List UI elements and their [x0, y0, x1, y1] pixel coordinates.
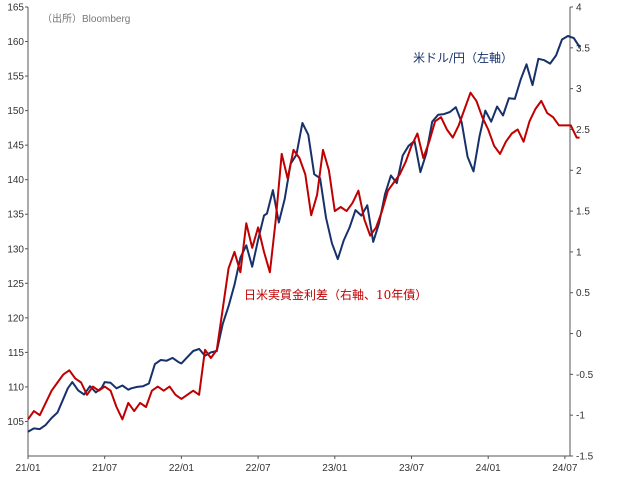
usdjpy-annotation: 米ドル/円（左軸）: [413, 50, 513, 65]
left-tick-label: 140: [7, 175, 24, 186]
rate-diff-annotation: 日米実質金利差（右軸、10年債）: [244, 287, 427, 302]
left-tick-label: 165: [7, 3, 24, 14]
x-tick-label: 24/07: [552, 463, 577, 474]
right-tick-label: 3: [576, 84, 582, 95]
right-tick-label: 2.5: [576, 125, 590, 136]
right-tick-label: 0: [576, 329, 582, 340]
left-tick-label: 155: [7, 72, 24, 83]
x-tick-label: 21/07: [92, 463, 117, 474]
right-tick-label: 3.5: [576, 43, 590, 54]
left-tick-label: 145: [7, 141, 24, 152]
series-lines: [27, 35, 581, 433]
source-note: （出所）Bloomberg: [42, 12, 130, 25]
right-tick-label: 2: [576, 166, 582, 177]
real-rate-diff-line: [27, 91, 580, 421]
x-tick-label: 22/01: [169, 463, 194, 474]
left-tick-label: 135: [7, 210, 24, 221]
right-tick-label: 1: [576, 247, 582, 258]
x-tick-label: 23/01: [322, 463, 347, 474]
left-tick-label: 105: [7, 417, 24, 428]
axes: 105110115120125130135140145150155160165-…: [7, 3, 593, 475]
right-tick-label: 1.5: [576, 207, 590, 218]
right-tick-label: 4: [576, 3, 582, 14]
left-tick-label: 150: [7, 106, 24, 117]
right-tick-label: -1: [576, 411, 585, 422]
right-tick-label: -0.5: [576, 370, 594, 381]
left-tick-label: 130: [7, 244, 24, 255]
x-tick-label: 23/07: [399, 463, 424, 474]
left-tick-label: 115: [8, 348, 24, 359]
x-tick-label: 22/07: [246, 463, 271, 474]
left-tick-label: 160: [7, 37, 24, 48]
right-tick-label: -1.5: [576, 452, 594, 463]
x-tick-label: 21/01: [15, 463, 40, 474]
left-tick-label: 125: [7, 279, 24, 290]
usdjpy-line: [27, 35, 581, 433]
right-tick-label: 0.5: [576, 288, 590, 299]
x-tick-label: 24/01: [476, 463, 501, 474]
left-tick-label: 120: [7, 313, 24, 324]
left-tick-label: 110: [8, 382, 24, 393]
